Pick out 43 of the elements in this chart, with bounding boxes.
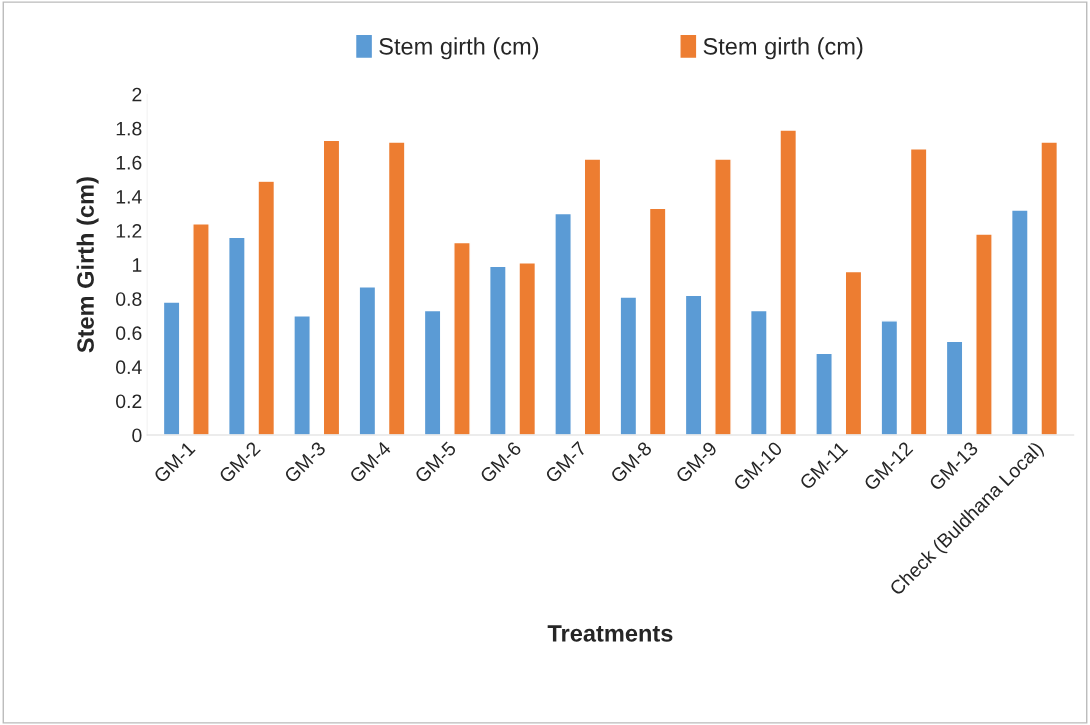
bar	[909, 148, 928, 435]
bar	[228, 236, 246, 435]
legend-label: Stem girth (cm)	[703, 37, 863, 60]
bar	[844, 270, 863, 435]
y-axis-title: Stem Girth (cm)	[76, 177, 99, 353]
bar	[815, 352, 833, 435]
x-axis-title: Treatments	[547, 625, 673, 642]
legend-label: Stem girth (cm)	[379, 37, 539, 60]
bar	[684, 294, 703, 435]
bar	[714, 158, 732, 435]
bar	[453, 241, 471, 435]
y-tick-label: 0	[132, 428, 142, 443]
y-tick-label: 1	[132, 258, 142, 272]
y-tick-label: 0.6	[116, 326, 142, 341]
bar	[619, 296, 638, 435]
bar	[1040, 141, 1059, 435]
y-tick-label: 0.2	[116, 394, 142, 409]
bar	[423, 309, 442, 435]
bar	[358, 286, 377, 435]
bar	[257, 180, 276, 435]
bar	[749, 309, 768, 435]
y-tick-label: 2	[132, 87, 142, 102]
y-tick-label: 0.4	[116, 360, 142, 375]
bar	[488, 265, 507, 435]
bar	[554, 212, 572, 435]
bar	[1010, 209, 1029, 435]
bar	[518, 262, 537, 435]
bar	[387, 141, 406, 435]
bar	[293, 315, 311, 435]
bar	[648, 207, 667, 435]
y-tick-label: 1.4	[116, 190, 142, 204]
y-tick-label: 1.8	[116, 121, 142, 136]
bar	[162, 301, 181, 435]
bar	[322, 139, 341, 435]
y-tick-label: 1.6	[116, 155, 142, 170]
bar	[583, 158, 602, 435]
bar	[192, 223, 210, 435]
y-tick-label: 1.2	[116, 224, 142, 238]
bar	[779, 129, 798, 435]
bar	[945, 340, 964, 435]
y-tick-label: 0.8	[116, 292, 142, 306]
bar	[880, 320, 899, 435]
bar	[975, 233, 993, 435]
